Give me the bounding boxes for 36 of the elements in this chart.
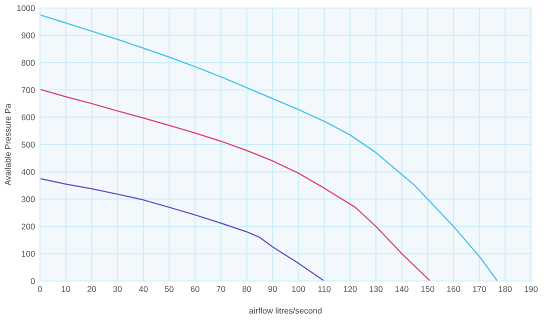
x-tick-label: 160	[447, 286, 460, 292]
x-tick-label: 140	[395, 286, 408, 292]
line-series	[40, 14, 498, 281]
x-axis-title: airflow litres/second	[249, 308, 322, 314]
x-tick-label: 90	[268, 286, 277, 292]
y-tick-label: 100	[22, 250, 35, 257]
x-tick-label: 60	[190, 286, 200, 292]
y-tick-label: 200	[22, 224, 35, 230]
line-series	[40, 88, 431, 281]
x-tick-label: 20	[87, 286, 96, 292]
y-tick-label: 400	[21, 169, 35, 175]
x-tick-label: 10	[62, 286, 70, 292]
x-tick-label: 80	[242, 286, 252, 292]
x-tick-label: 30	[113, 286, 122, 292]
x-tick-label: 50	[164, 286, 174, 292]
y-tick-label: 900	[22, 32, 35, 38]
x-tick-label: 110	[318, 286, 331, 292]
x-tick-label: 180	[498, 286, 512, 292]
x-tick-label: 40	[138, 286, 148, 292]
y-axis-title: Available Pressure Pa	[4, 104, 11, 186]
x-tick-label: 150	[421, 286, 434, 292]
x-tick-label: 100	[292, 286, 306, 292]
y-tick-label: 600	[22, 114, 35, 120]
x-tick-label: 190	[524, 286, 538, 292]
x-tick-label: 170	[473, 286, 486, 292]
line-series	[40, 178, 325, 281]
x-tick-label: 130	[370, 286, 383, 292]
y-tick-label: 0	[30, 278, 35, 284]
y-tick-label: 800	[22, 60, 35, 66]
x-tick-label: 0	[38, 286, 42, 292]
y-tick-label: 1000	[17, 5, 35, 12]
x-tick-label: 70	[216, 286, 226, 292]
y-tick-label: 500	[22, 142, 35, 148]
y-tick-label: 300	[22, 196, 35, 202]
y-tick-label: 700	[22, 87, 35, 93]
x-tick-label: 120	[344, 286, 357, 292]
